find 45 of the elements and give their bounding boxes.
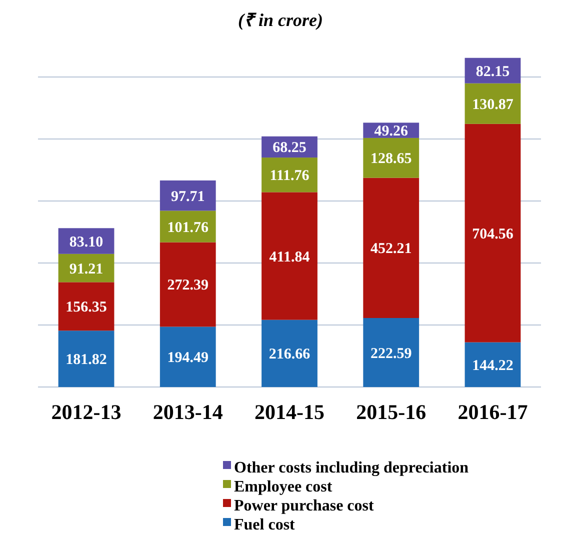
bar bbox=[262, 320, 318, 387]
chart-title: (₹ in crore) bbox=[238, 10, 323, 30]
bar bbox=[464, 83, 521, 124]
data-label: 411.84 bbox=[269, 249, 310, 266]
data-label: 91.21 bbox=[69, 261, 104, 278]
data-label: 144.22 bbox=[472, 358, 514, 374]
x-tick-label: 2012-13 bbox=[51, 400, 122, 424]
bar bbox=[262, 158, 318, 192]
bar bbox=[160, 326, 216, 387]
x-tick-label: 2013-14 bbox=[152, 400, 224, 424]
x-tick-label: 2015-16 bbox=[356, 400, 426, 424]
bar bbox=[464, 124, 521, 342]
data-label: 181.82 bbox=[66, 352, 107, 368]
data-label: 452.21 bbox=[370, 241, 412, 258]
bar bbox=[363, 318, 420, 387]
data-label: 83.10 bbox=[69, 234, 104, 250]
bar bbox=[160, 180, 216, 211]
bar bbox=[58, 282, 114, 331]
bar bbox=[464, 342, 521, 387]
legend-label: Power purchase cost bbox=[234, 498, 375, 515]
legend-label: Other costs including depreciation bbox=[234, 460, 469, 477]
bar bbox=[363, 138, 420, 178]
data-label: 222.59 bbox=[370, 346, 412, 362]
data-label: 111.76 bbox=[270, 168, 310, 184]
data-label: 156.35 bbox=[66, 300, 107, 316]
data-label: 216.66 bbox=[268, 346, 311, 363]
data-label: 704.56 bbox=[472, 226, 514, 242]
bar bbox=[160, 210, 216, 242]
x-tick-label: 2016-17 bbox=[458, 400, 528, 424]
data-label: 49.26 bbox=[374, 124, 408, 140]
data-label: 68.25 bbox=[272, 140, 306, 156]
bar bbox=[58, 330, 114, 387]
legend-label: Employee cost bbox=[234, 478, 333, 496]
bar bbox=[262, 192, 318, 320]
data-label: 130.87 bbox=[472, 96, 514, 113]
data-label: 82.15 bbox=[476, 64, 510, 80]
data-label: 128.65 bbox=[370, 151, 412, 168]
legend-label: Fuel cost bbox=[234, 516, 296, 534]
data-label: 97.71 bbox=[171, 188, 205, 205]
bar bbox=[363, 178, 420, 318]
data-label: 101.76 bbox=[167, 220, 210, 236]
data-label: 272.39 bbox=[167, 278, 209, 294]
bar bbox=[160, 242, 216, 327]
data-label: 194.49 bbox=[167, 350, 209, 366]
x-tick-label: 2014-15 bbox=[254, 400, 324, 424]
